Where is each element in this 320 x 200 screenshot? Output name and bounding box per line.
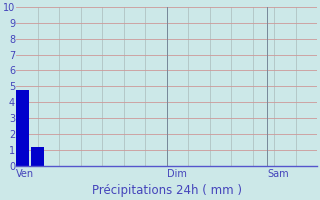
Bar: [31, 147, 44, 166]
X-axis label: Précipitations 24h ( mm ): Précipitations 24h ( mm ): [92, 184, 242, 197]
Bar: [16, 90, 29, 166]
